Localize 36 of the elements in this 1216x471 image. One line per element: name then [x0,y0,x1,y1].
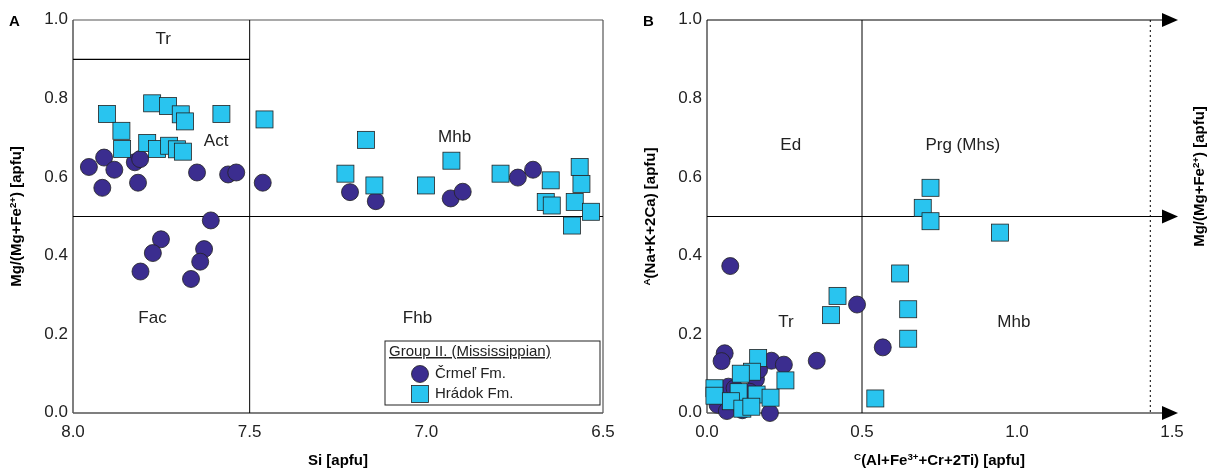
annotation: Mhb [997,312,1031,332]
x-axis-title: $^{C}$(Al+Fe$^{3+}$+Cr+2Ti) [apfu] [854,450,1025,468]
annotation: Prg (Mhs) [925,135,1001,155]
x-tick-label: 1.5 [1160,422,1184,441]
legend-title: Group II. (Mississippian) [389,342,551,359]
x-tick-label: 7.5 [237,422,262,441]
chart-title: A [9,12,20,29]
y-tick-label: 1.0 [44,9,68,29]
annotation: Fac [138,308,168,328]
annotation: Mhb [438,127,472,147]
x-axis-title: Si [apfu] [308,451,368,468]
y-tick-label: 0.8 [44,88,68,108]
y-tick-label: 0.0 [44,402,68,422]
y-tick-label: 0.2 [678,323,702,343]
annotation: Act [203,131,229,151]
x-tick-label: 0.5 [850,422,874,441]
y-tick-label: 0.2 [44,323,68,343]
y-tick-label: 0.6 [678,166,702,186]
annotation: Tr [155,29,172,49]
y-tick-label: 0.8 [678,88,702,108]
x-tick-label: 0.0 [695,422,719,441]
chart-title: B [643,12,654,29]
y-tick-label: 0.4 [678,245,702,265]
x-tick-label: 1.0 [1005,422,1029,441]
y-tick-label: 0.6 [44,166,68,186]
annotation: Tr [778,312,795,332]
y-tick-label: 0.0 [678,402,702,422]
annotation: Ed [780,135,802,155]
x-tick-label: 7.0 [414,422,439,441]
y-tick-label: 1.0 [678,9,702,29]
legend-label: Hrádok Fm. [435,383,514,401]
annotation: Fhb [402,308,433,328]
x-tick-label: 8.0 [61,422,85,441]
x-tick-label: 6.5 [591,422,615,441]
y-tick-label: 0.4 [44,245,68,265]
legend-label: Črmeľ Fm. [435,363,507,381]
